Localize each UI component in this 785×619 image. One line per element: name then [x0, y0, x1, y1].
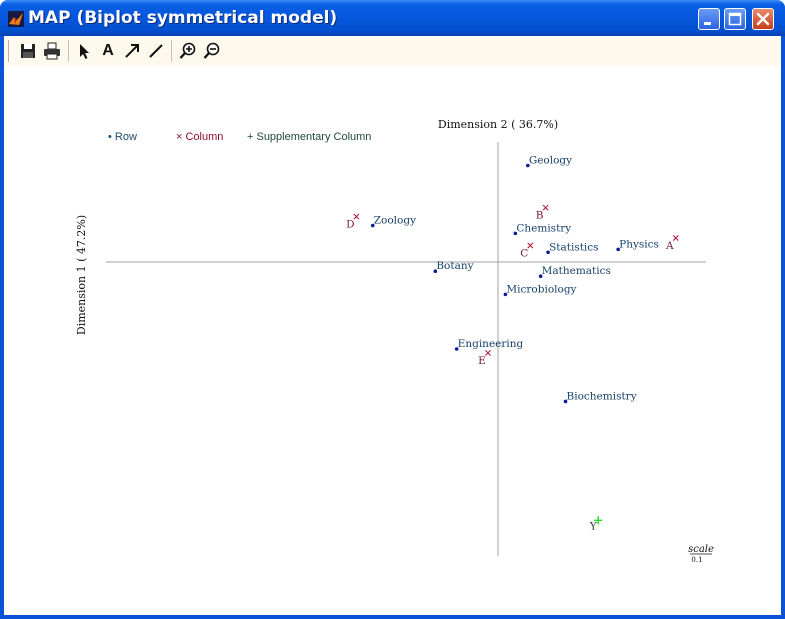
minimize-icon	[704, 22, 711, 25]
print-icon[interactable]	[42, 41, 62, 61]
column-label-c: C	[520, 248, 528, 260]
column-label-a: A	[665, 240, 674, 252]
row-label-microbiology: Microbiology	[506, 283, 576, 295]
row-point-statistics	[546, 250, 550, 255]
zoom-out-icon[interactable]	[202, 41, 222, 61]
toolbar-separator	[68, 40, 70, 62]
row-point-zoology	[370, 223, 375, 228]
select-arrow-icon[interactable]	[74, 41, 94, 61]
row-label-engineering: Engineering	[458, 338, 524, 350]
maximize-icon	[728, 12, 742, 26]
column-label-e: E	[478, 355, 486, 367]
row-label-statistics: Statistics	[549, 241, 599, 253]
x-axis-title: Dimension 2 ( 36.7%)	[438, 118, 558, 131]
column-point-c	[527, 242, 534, 249]
column-point-b	[542, 204, 549, 211]
close-button[interactable]	[752, 8, 774, 30]
minimize-button[interactable]	[698, 8, 720, 30]
chart-marks: Geology Zoology Chemistry Statistics Physics…	[346, 155, 679, 532]
close-icon	[756, 12, 770, 26]
legend-column: × Column	[176, 131, 224, 143]
legend-row: • Row	[108, 131, 137, 143]
zoom-in-icon[interactable]	[178, 41, 198, 61]
row-point-physics	[616, 247, 620, 252]
legend-supplementary: + Supplementary Column	[247, 131, 372, 143]
row-label-geology: Geology	[529, 155, 572, 167]
maximize-button[interactable]	[724, 8, 746, 30]
plot-area: • Row × Column + Supplementary Column Di…	[4, 66, 781, 615]
row-label-physics: Physics	[619, 238, 659, 250]
save-icon[interactable]	[18, 41, 38, 61]
window-title: MAP (Biplot symmetrical model)	[28, 8, 338, 28]
row-label-zoology: Zoology	[374, 215, 416, 227]
title-bar[interactable]: MAP (Biplot symmetrical model)	[0, 0, 785, 36]
figure-toolbar: A	[4, 36, 781, 66]
figure-client-area: A • Row × Column + Suppleme	[4, 36, 781, 615]
row-point-mathematics	[538, 274, 543, 278]
scale-label: scale	[688, 544, 714, 555]
biplot-chart[interactable]: Dimension 2 ( 36.7%) Dimension 1 ( 47.2%…	[4, 66, 781, 615]
scale-value: 0.1	[691, 556, 702, 564]
matlab-app-icon	[8, 11, 24, 27]
column-point-a	[672, 235, 679, 241]
row-point-geology	[526, 163, 530, 168]
text-icon[interactable]: A	[102, 42, 114, 59]
arrow-icon[interactable]	[122, 41, 142, 61]
column-label-d: D	[346, 219, 354, 231]
row-point-botany	[433, 269, 438, 273]
row-point-engineering	[454, 347, 459, 351]
column-point-e	[485, 349, 491, 356]
row-label-chemistry: Chemistry	[516, 222, 571, 234]
row-label-mathematics: Mathematics	[542, 265, 611, 277]
line-icon[interactable]	[146, 41, 166, 61]
row-label-biochemistry: Biochemistry	[567, 390, 637, 402]
row-point-biochemistry	[563, 399, 568, 404]
y-axis-title: Dimension 1 ( 47.2%)	[75, 215, 88, 335]
column-point-d	[353, 213, 360, 220]
row-point-microbiology	[503, 292, 508, 297]
supplementary-label-y: Y	[589, 520, 598, 532]
row-point-chemistry	[513, 231, 518, 236]
row-label-botany: Botany	[436, 260, 473, 272]
supplementary-point-y	[594, 516, 603, 525]
column-label-b: B	[536, 210, 544, 222]
toolbar-separator	[171, 40, 173, 62]
toolbar-grip[interactable]	[8, 40, 13, 62]
